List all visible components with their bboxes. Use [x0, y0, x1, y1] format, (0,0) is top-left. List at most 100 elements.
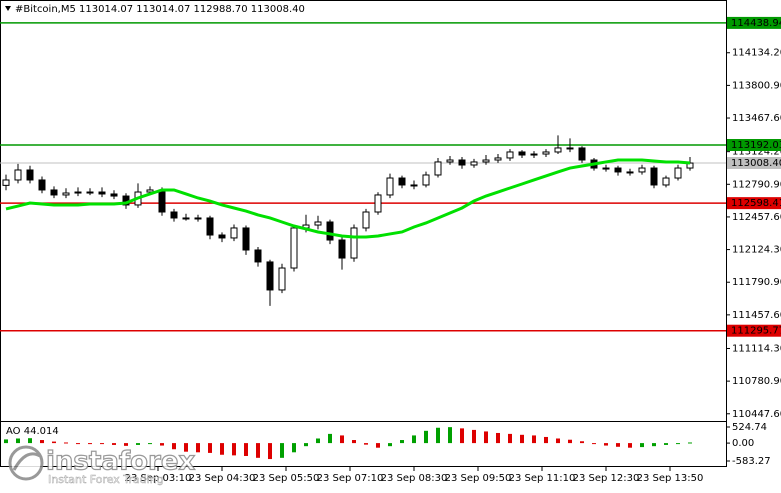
candle-body: [542, 151, 550, 155]
candle-body: [434, 161, 442, 176]
price-box: [727, 139, 781, 152]
y-tick-label: 110447.60: [732, 409, 781, 420]
ao-bar: [64, 442, 68, 444]
ao-bar: [304, 443, 308, 447]
x-tick-label: 23 Sep 04:30: [189, 473, 256, 484]
candle-body: [482, 159, 490, 163]
ao-bar: [244, 443, 248, 456]
ao-bar: [112, 443, 116, 445]
price-box: [727, 156, 781, 169]
ao-bar: [580, 441, 584, 444]
price-box-label: 113008.40: [731, 158, 781, 169]
ao-bar: [208, 443, 212, 453]
candle-body: [614, 167, 622, 173]
ao-bar: [364, 443, 368, 445]
ao-tick-label: 0.00: [732, 438, 754, 449]
price-box: [727, 324, 781, 337]
ao-bar: [316, 438, 320, 444]
ao-bar: [532, 435, 536, 444]
title-arrow: [5, 6, 11, 11]
candle-body: [74, 191, 82, 194]
candle-body: [350, 227, 358, 259]
ao-label: AO 44.014: [6, 426, 59, 437]
y-tick-label: 110780.90: [732, 376, 781, 387]
x-tick-label: 23 Sep 13:50: [637, 473, 704, 484]
candle-body: [446, 159, 454, 163]
candle-body: [506, 151, 514, 159]
price-box-label: 112598.41: [731, 198, 781, 209]
ao-bar: [376, 443, 380, 448]
ao-bar: [388, 443, 392, 447]
candle-body: [146, 189, 154, 193]
ao-bar: [604, 443, 608, 446]
price-box-label: 113192.03: [731, 140, 781, 151]
watermark-icon-swoosh: [12, 452, 41, 471]
ao-bar: [652, 443, 656, 447]
candle-body: [566, 147, 574, 150]
candle-body: [470, 161, 478, 166]
ao-bar: [412, 435, 416, 444]
y-tick-label: 112124.30: [732, 245, 781, 256]
ao-bar: [520, 434, 524, 444]
ao-bar: [592, 443, 596, 445]
ao-bar: [640, 443, 644, 448]
ao-bar: [4, 439, 8, 444]
candle-body: [626, 171, 634, 174]
candle-body: [26, 169, 34, 181]
ao-bar: [328, 433, 332, 444]
price-box: [727, 197, 781, 210]
candle-body: [182, 217, 190, 220]
candle-body: [578, 147, 586, 161]
ao-bar: [100, 443, 104, 445]
y-tick-label: 112457.60: [732, 212, 781, 223]
candle-body: [98, 191, 106, 195]
ao-bar: [232, 443, 236, 456]
ao-bar: [196, 443, 200, 453]
ao-bar: [544, 436, 548, 444]
ao-bar: [352, 440, 356, 444]
candle-body: [218, 234, 226, 239]
candle-body: [398, 177, 406, 186]
candle-body: [170, 211, 178, 219]
candle-body: [206, 217, 214, 236]
x-tick-label: 23 Sep 07:10: [317, 473, 384, 484]
ao-bar: [184, 443, 188, 452]
ao-bar: [256, 443, 260, 458]
y-tick-label: 113124.20: [732, 147, 781, 158]
chart-title: #Bitcoin,M5 113014.07 113014.07 112988.7…: [15, 4, 305, 15]
ao-bar: [340, 435, 344, 444]
ao-bar: [160, 443, 164, 446]
candle-body: [86, 191, 94, 194]
price-box-label: 114438.94: [731, 18, 781, 29]
ao-bar: [268, 443, 272, 460]
watermark-brand: instaforex: [46, 447, 196, 477]
y-tick-label: 111790.90: [732, 277, 781, 288]
candle-body: [50, 189, 58, 196]
candle-body: [602, 167, 610, 170]
ao-bar: [496, 432, 500, 444]
y-tick-label: 113467.60: [732, 113, 781, 124]
x-tick-label: 23 Sep 05:50: [253, 473, 320, 484]
ao-bar: [220, 443, 224, 455]
ao-bar: [124, 443, 128, 446]
ao-bar: [280, 443, 284, 458]
ao-bar: [424, 430, 428, 444]
ao-bar: [40, 440, 44, 444]
candle-body: [314, 221, 322, 226]
candle-body: [410, 184, 418, 187]
ao-bar: [508, 433, 512, 444]
candle-body: [650, 167, 658, 186]
ao-bar: [292, 443, 296, 453]
y-tick-label: 114134.20: [732, 48, 781, 59]
candle-body: [386, 177, 394, 196]
ao-bar: [400, 440, 404, 444]
candle-body: [242, 227, 250, 251]
candle-body: [638, 167, 646, 173]
ao-bar: [172, 443, 176, 450]
candle-body: [110, 193, 118, 197]
y-tick-label: 111457.60: [732, 310, 781, 321]
x-tick-label: 23 Sep 08:30: [381, 473, 448, 484]
ao-bar: [616, 443, 620, 447]
ao-bar: [628, 443, 632, 448]
candle-body: [62, 192, 70, 196]
